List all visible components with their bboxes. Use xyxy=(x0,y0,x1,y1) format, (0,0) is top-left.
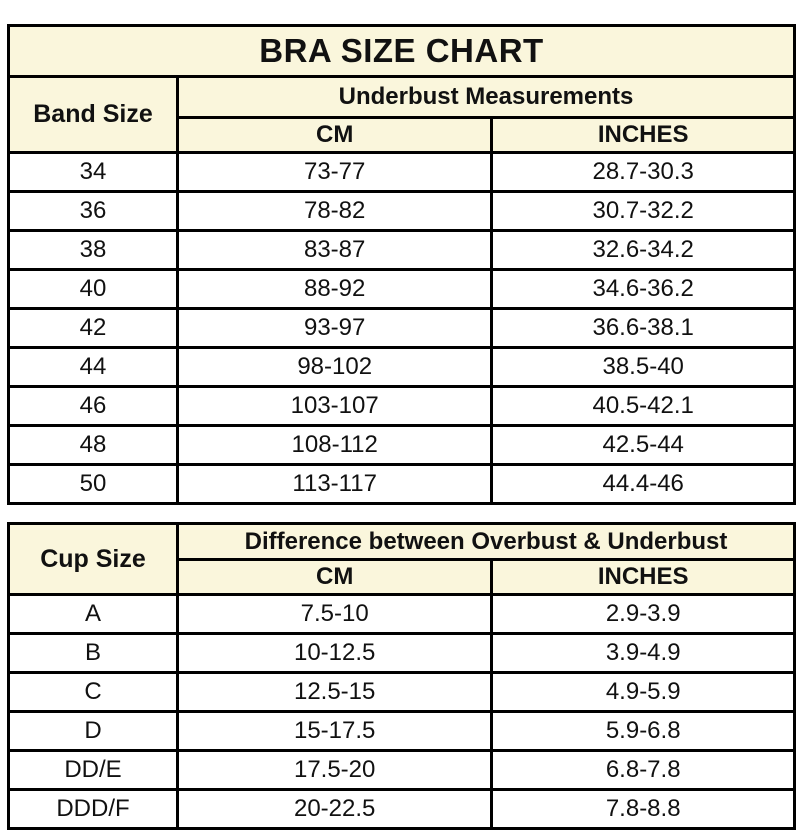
band-cm-column-header: CM xyxy=(175,116,494,154)
cm-range-cell: 93-97 xyxy=(175,307,494,349)
inches-range-cell: 4.9-5.9 xyxy=(490,671,796,713)
band-size-cell: 38 xyxy=(7,229,179,271)
cup-size-table: Cup Size Difference between Overbust & U… xyxy=(7,522,797,830)
inches-range-cell: 28.7-30.3 xyxy=(490,151,796,193)
cup-size-cell: DD/E xyxy=(7,749,179,791)
page: BRA SIZE CHART Band Size Underbust Measu… xyxy=(7,24,797,830)
chart-title: BRA SIZE CHART xyxy=(7,24,796,78)
band-size-cell: 36 xyxy=(7,190,179,232)
band-size-cell: 50 xyxy=(7,463,179,505)
underbust-measurements-header: Underbust Measurements xyxy=(175,75,797,119)
cup-size-cell: C xyxy=(7,671,179,713)
inches-range-cell: 36.6-38.1 xyxy=(490,307,796,349)
table-row: 36 78-82 30.7-32.2 xyxy=(7,190,796,232)
cup-group-header-row: Cup Size Difference between Overbust & U… xyxy=(7,522,797,596)
cm-range-cell: 88-92 xyxy=(175,268,494,310)
cup-size-cell: B xyxy=(7,632,179,674)
inches-range-cell: 44.4-46 xyxy=(490,463,796,505)
inches-range-cell: 34.6-36.2 xyxy=(490,268,796,310)
cup-size-cell: A xyxy=(7,593,179,635)
band-group-header-row: Band Size Underbust Measurements xyxy=(7,75,797,154)
inches-range-cell: 38.5-40 xyxy=(490,346,796,388)
table-row: D 15-17.5 5.9-6.8 xyxy=(7,710,796,752)
cm-range-cell: 20-22.5 xyxy=(175,788,494,830)
cm-range-cell: 78-82 xyxy=(175,190,494,232)
cm-range-cell: 108-112 xyxy=(175,424,494,466)
cm-range-cell: 15-17.5 xyxy=(175,710,494,752)
cm-range-cell: 113-117 xyxy=(175,463,494,505)
table-row: 48 108-112 42.5-44 xyxy=(7,424,796,466)
band-size-cell: 48 xyxy=(7,424,179,466)
inches-range-cell: 7.8-8.8 xyxy=(490,788,796,830)
inches-range-cell: 42.5-44 xyxy=(490,424,796,466)
cm-range-cell: 12.5-15 xyxy=(175,671,494,713)
inches-range-cell: 3.9-4.9 xyxy=(490,632,796,674)
band-size-cell: 34 xyxy=(7,151,179,193)
cup-size-header: Cup Size xyxy=(7,522,179,596)
cup-inches-column-header: INCHES xyxy=(490,558,796,596)
table-row: 34 73-77 28.7-30.3 xyxy=(7,151,796,193)
table-row: 46 103-107 40.5-42.1 xyxy=(7,385,796,427)
difference-header: Difference between Overbust & Underbust xyxy=(175,522,797,561)
table-row: 40 88-92 34.6-36.2 xyxy=(7,268,796,310)
inches-range-cell: 30.7-32.2 xyxy=(490,190,796,232)
table-row: B 10-12.5 3.9-4.9 xyxy=(7,632,796,674)
band-size-table: BRA SIZE CHART Band Size Underbust Measu… xyxy=(7,24,797,505)
inches-range-cell: 40.5-42.1 xyxy=(490,385,796,427)
inches-range-cell: 32.6-34.2 xyxy=(490,229,796,271)
table-row: A 7.5-10 2.9-3.9 xyxy=(7,593,796,635)
band-size-header: Band Size xyxy=(7,75,179,154)
cup-size-cell: D xyxy=(7,710,179,752)
cup-column-header-row: CM INCHES xyxy=(9,558,796,596)
band-size-cell: 40 xyxy=(7,268,179,310)
table-gap xyxy=(7,505,796,522)
band-size-cell: 42 xyxy=(7,307,179,349)
table-row: DDD/F 20-22.5 7.8-8.8 xyxy=(7,788,796,830)
cm-range-cell: 7.5-10 xyxy=(175,593,494,635)
band-size-cell: 44 xyxy=(7,346,179,388)
table-row: 50 113-117 44.4-46 xyxy=(7,463,796,505)
cm-range-cell: 17.5-20 xyxy=(175,749,494,791)
table-row: DD/E 17.5-20 6.8-7.8 xyxy=(7,749,796,791)
band-size-cell: 46 xyxy=(7,385,179,427)
table-row: 38 83-87 32.6-34.2 xyxy=(7,229,796,271)
band-column-header-row: CM INCHES xyxy=(9,116,796,154)
table-row: 44 98-102 38.5-40 xyxy=(7,346,796,388)
cup-cm-column-header: CM xyxy=(175,558,494,596)
cm-range-cell: 83-87 xyxy=(175,229,494,271)
cup-size-cell: DDD/F xyxy=(7,788,179,830)
cm-range-cell: 10-12.5 xyxy=(175,632,494,674)
inches-range-cell: 5.9-6.8 xyxy=(490,710,796,752)
cm-range-cell: 103-107 xyxy=(175,385,494,427)
inches-range-cell: 2.9-3.9 xyxy=(490,593,796,635)
table-row: 42 93-97 36.6-38.1 xyxy=(7,307,796,349)
band-inches-column-header: INCHES xyxy=(490,116,796,154)
inches-range-cell: 6.8-7.8 xyxy=(490,749,796,791)
cm-range-cell: 98-102 xyxy=(175,346,494,388)
cm-range-cell: 73-77 xyxy=(175,151,494,193)
table-row: C 12.5-15 4.9-5.9 xyxy=(7,671,796,713)
title-row: BRA SIZE CHART xyxy=(7,24,796,78)
